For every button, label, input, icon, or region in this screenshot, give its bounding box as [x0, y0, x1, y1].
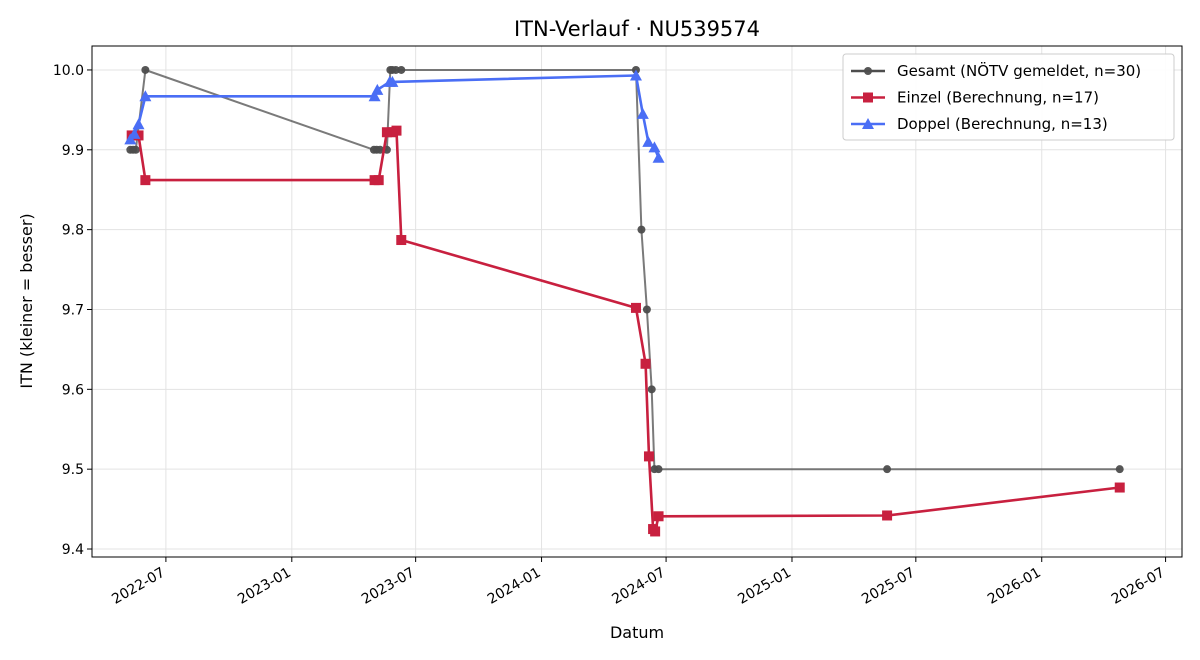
data-point	[1114, 482, 1125, 493]
plot-area-frame	[91, 45, 1183, 558]
data-point	[652, 151, 665, 163]
legend-marker	[864, 67, 872, 75]
legend-item: Doppel (Berechnung, n=13)	[851, 115, 1108, 133]
legend-box	[842, 53, 1175, 141]
data-point	[648, 141, 661, 153]
data-point	[368, 90, 381, 102]
legend-label: Gesamt (NÖTV gemeldet, n=30)	[897, 61, 1141, 80]
data-point	[647, 385, 656, 394]
series-line	[129, 74, 660, 159]
x-tick-label: 2025-01	[735, 565, 794, 608]
data-point	[132, 118, 145, 130]
chart-title: ITN-Verlauf · NU539574	[514, 17, 760, 41]
x-tick-label: 2023-01	[235, 565, 294, 608]
x-tick-label: 2023-07	[359, 565, 418, 608]
y-tick-label: 9.8	[62, 223, 84, 239]
x-tick-label: 2022-07	[109, 565, 168, 608]
data-point	[376, 145, 385, 154]
series-layer	[124, 65, 1125, 537]
data-point	[391, 125, 402, 136]
data-point	[124, 133, 137, 145]
legend-marker	[862, 118, 874, 129]
y-tick-label: 10.0	[53, 63, 84, 79]
y-tick-label: 9.6	[62, 382, 84, 398]
y-tick-label: 9.4	[62, 542, 84, 558]
data-point	[643, 451, 654, 462]
data-point	[640, 358, 651, 369]
data-point	[630, 302, 641, 313]
data-point	[629, 69, 642, 81]
data-point	[653, 511, 664, 522]
data-point	[141, 65, 150, 74]
y-axis-title: ITN (kleiner = besser)	[17, 213, 36, 388]
x-tick-label: 2026-07	[1109, 565, 1168, 608]
legend-label: Einzel (Berechnung, n=17)	[897, 89, 1099, 107]
data-point	[140, 175, 151, 186]
x-tick-label: 2025-07	[859, 565, 918, 608]
data-point	[391, 65, 400, 74]
data-point	[396, 235, 407, 246]
legend: Gesamt (NÖTV gemeldet, n=30) Einzel (Bere…	[842, 53, 1175, 141]
data-point	[397, 65, 406, 74]
series-line	[131, 129, 1120, 533]
data-point	[131, 145, 140, 154]
series-1	[126, 125, 1125, 537]
data-point	[642, 135, 655, 147]
data-point	[139, 90, 152, 102]
y-tick-label: 9.9	[62, 143, 84, 159]
legend-label: Doppel (Berechnung, n=13)	[897, 115, 1108, 133]
series-0	[126, 65, 1124, 474]
data-point	[371, 83, 384, 95]
x-axis-title: Datum	[610, 623, 664, 642]
data-point	[381, 127, 392, 138]
data-point	[636, 107, 649, 119]
x-tick-label: 2024-07	[609, 565, 668, 608]
data-point	[1115, 465, 1124, 474]
data-point	[883, 465, 892, 474]
x-tick-label: 2024-01	[485, 565, 544, 608]
legend-marker	[863, 92, 873, 103]
data-point	[128, 127, 141, 139]
axes: 2022-07 2023-01 2023-07 2024-01 2024-07 2025-…	[53, 63, 1168, 608]
data-point	[650, 526, 661, 537]
data-point	[654, 465, 663, 474]
data-point	[882, 510, 893, 521]
y-tick-label: 9.5	[62, 462, 84, 478]
legend-item: Einzel (Berechnung, n=17)	[851, 89, 1099, 107]
legend-item: Gesamt (NÖTV gemeldet, n=30)	[851, 61, 1141, 80]
data-point	[637, 225, 646, 234]
data-point	[373, 175, 384, 186]
x-tick-label: 2026-01	[985, 565, 1044, 608]
data-point	[642, 305, 651, 314]
y-tick-label: 9.7	[62, 302, 84, 318]
series-2	[124, 69, 665, 163]
data-point	[386, 75, 399, 87]
